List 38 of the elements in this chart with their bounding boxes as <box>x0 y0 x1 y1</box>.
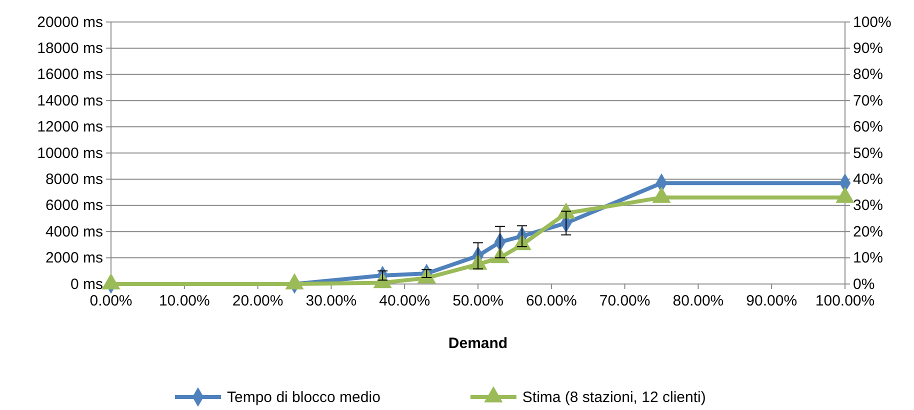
y2-tick-label: 80% <box>853 66 884 84</box>
y-tick-label: 20000 ms <box>37 14 103 31</box>
y-tick-label: 16000 ms <box>37 66 103 84</box>
x-tick-label: 60.00% <box>526 292 577 310</box>
legend-label: Stima (8 stazioni, 12 clienti) <box>522 389 706 406</box>
y-tick-label: 6000 ms <box>45 197 103 214</box>
y2-tick-label: 60% <box>853 118 884 136</box>
y-tick-label: 8000 ms <box>45 171 103 188</box>
y-tick-label: 18000 ms <box>37 40 103 57</box>
x-tick-label: 40.00% <box>379 292 430 310</box>
y-tick-label: 14000 ms <box>37 92 103 110</box>
y-tick-label: 4000 ms <box>45 223 103 240</box>
x-axis-title: Demand <box>448 335 508 352</box>
x-tick-label: 50.00% <box>452 292 504 310</box>
y-tick-label: 12000 ms <box>37 118 103 136</box>
point <box>836 186 854 203</box>
x-tick-label: 90.00% <box>746 292 798 310</box>
x-tick-label: 100.00% <box>815 292 875 310</box>
y2-tick-label: 100% <box>853 14 892 31</box>
point <box>652 186 671 203</box>
y2-tick-label: 10% <box>853 250 884 267</box>
x-tick-label: 0.00% <box>90 292 132 310</box>
y2-tick-label: 0% <box>853 276 875 293</box>
y2-tick-label: 70% <box>853 92 884 110</box>
x-tick-label: 10.00% <box>158 292 210 310</box>
y2-tick-label: 90% <box>853 40 884 57</box>
y-tick-label: 0 ms <box>70 276 103 293</box>
y-tick-label: 10000 ms <box>37 144 103 162</box>
x-tick-label: 20.00% <box>232 292 284 310</box>
y2-tick-label: 40% <box>853 171 884 188</box>
y2-tick-label: 50% <box>853 144 884 162</box>
x-tick-label: 70.00% <box>599 292 650 310</box>
y2-tick-label: 30% <box>853 197 884 214</box>
y2-tick-label: 20% <box>853 223 884 240</box>
legend-label: Tempo di blocco medio <box>227 389 380 406</box>
x-tick-label: 30.00% <box>306 292 357 310</box>
x-tick-label: 80.00% <box>672 292 724 310</box>
y-tick-label: 2000 ms <box>45 250 103 267</box>
